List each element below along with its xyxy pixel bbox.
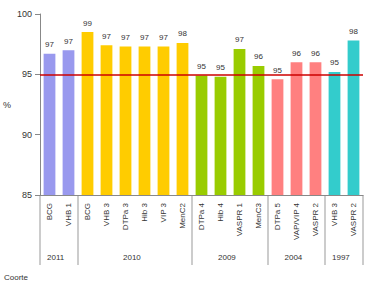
svg-text:1997: 1997: [332, 253, 350, 262]
svg-text:97: 97: [64, 37, 73, 46]
svg-text:2010: 2010: [123, 253, 141, 262]
svg-text:99: 99: [83, 19, 92, 28]
svg-text:97: 97: [121, 33, 130, 42]
svg-text:DTPa 5: DTPa 5: [273, 202, 282, 230]
svg-text:98: 98: [178, 29, 187, 38]
svg-text:BCG: BCG: [45, 203, 54, 220]
svg-text:85: 85: [22, 190, 32, 200]
svg-text:96: 96: [292, 49, 301, 58]
svg-text:DTPa 4: DTPa 4: [197, 202, 206, 230]
svg-text:100: 100: [17, 9, 32, 19]
svg-text:VASPR 2: VASPR 2: [311, 202, 320, 236]
svg-text:97: 97: [102, 32, 111, 41]
svg-text:VIP 3: VIP 3: [159, 202, 168, 222]
svg-text:Coorte: Coorte: [4, 273, 29, 282]
svg-text:Hib 4: Hib 4: [216, 202, 225, 221]
svg-text:2004: 2004: [285, 253, 303, 262]
svg-text:90: 90: [22, 130, 32, 140]
svg-text:2009: 2009: [218, 253, 236, 262]
svg-text:95: 95: [197, 62, 206, 71]
svg-text:VASPR 2: VASPR 2: [349, 202, 358, 236]
svg-text:%: %: [3, 100, 11, 110]
svg-text:97: 97: [159, 33, 168, 42]
svg-text:VHB 3: VHB 3: [330, 202, 339, 226]
svg-text:97: 97: [140, 33, 149, 42]
svg-text:VASPR 1: VASPR 1: [235, 202, 244, 236]
svg-text:97: 97: [235, 35, 244, 44]
svg-text:95: 95: [330, 58, 339, 67]
svg-text:98: 98: [349, 27, 358, 36]
svg-text:95: 95: [22, 69, 32, 79]
svg-text:96: 96: [311, 49, 320, 58]
svg-text:VHB 3: VHB 3: [102, 202, 111, 226]
svg-text:DTPa 3: DTPa 3: [121, 202, 130, 230]
svg-text:BCG: BCG: [83, 203, 92, 220]
svg-text:97: 97: [45, 40, 54, 49]
svg-text:96: 96: [254, 52, 263, 61]
svg-text:VHB 1: VHB 1: [64, 202, 73, 226]
svg-text:Hib 3: Hib 3: [140, 202, 149, 221]
svg-text:95: 95: [216, 63, 225, 72]
svg-text:MenC3: MenC3: [254, 202, 263, 228]
svg-text:MenC2: MenC2: [178, 202, 187, 228]
svg-text:95: 95: [273, 66, 282, 75]
svg-text:2011: 2011: [47, 253, 65, 262]
svg-text:VAP/VIP 4: VAP/VIP 4: [292, 202, 301, 240]
